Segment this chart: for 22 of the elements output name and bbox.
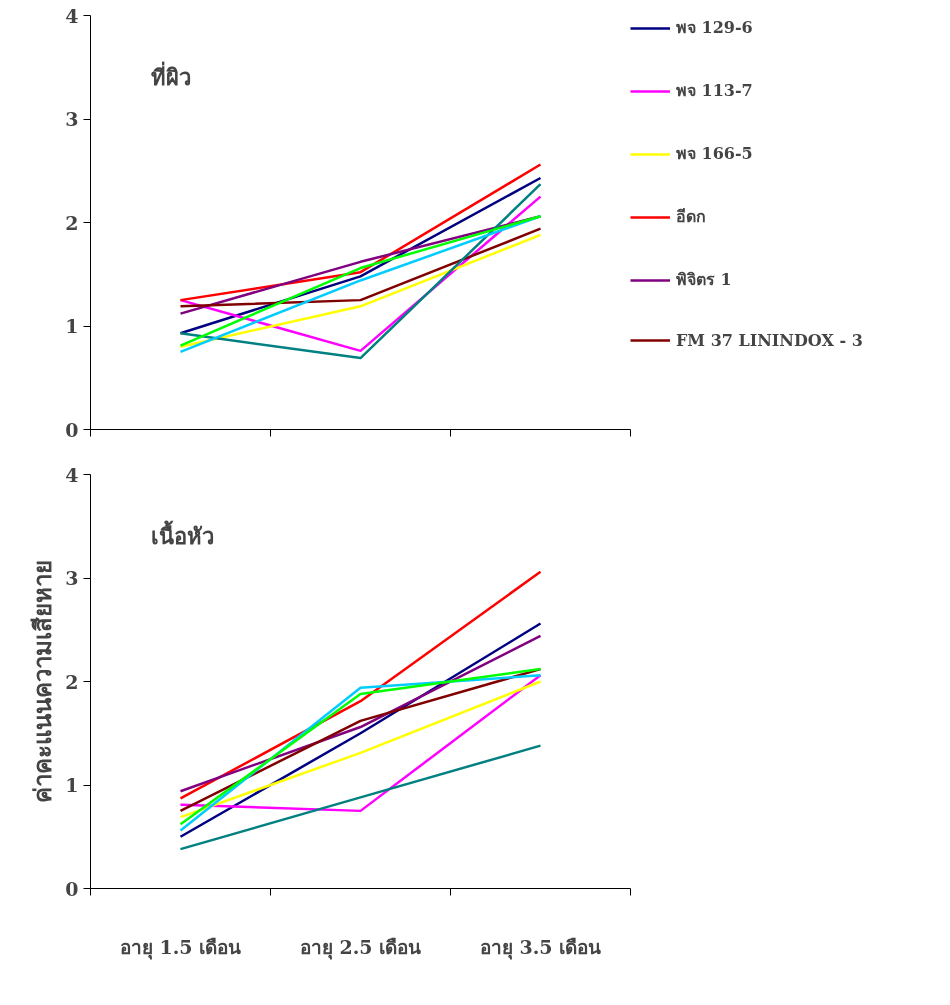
y-tick-label: 2 [65,211,79,234]
y-tick-label: 1 [65,774,79,796]
text: ที่ผิว [150,60,191,90]
y-tick-label: 4 [65,463,79,486]
y-axis-title: ค่าคะแนนความเสียหาย [28,560,58,803]
x-tick-label: อายุ 2.5 เดือน [299,935,422,960]
y-tick-label: 3 [65,567,79,589]
legend-label: พจ 129-6 [676,17,753,39]
y-tick-label: 2 [65,670,79,693]
y-tick-label: 4 [65,4,79,27]
y-tick-label: 0 [65,418,79,441]
y-tick-label: 0 [65,877,79,900]
x-tick-label: อายุ 3.5 เดือน [479,935,602,960]
legend-label: พจ 166-5 [676,143,753,165]
text: เนื้อหัว [150,519,214,549]
legend-label: พิจิตร 1 [676,269,732,291]
y-tick-label: 3 [65,108,79,130]
legend-label: FM 37 LININDOX - 3 [676,330,863,350]
legend-label: อีดก [676,206,706,228]
legend-label: พจ 113-7 [676,80,753,102]
y-tick-label: 1 [65,315,79,337]
x-tick-label: อายุ 1.5 เดือน [119,935,242,960]
